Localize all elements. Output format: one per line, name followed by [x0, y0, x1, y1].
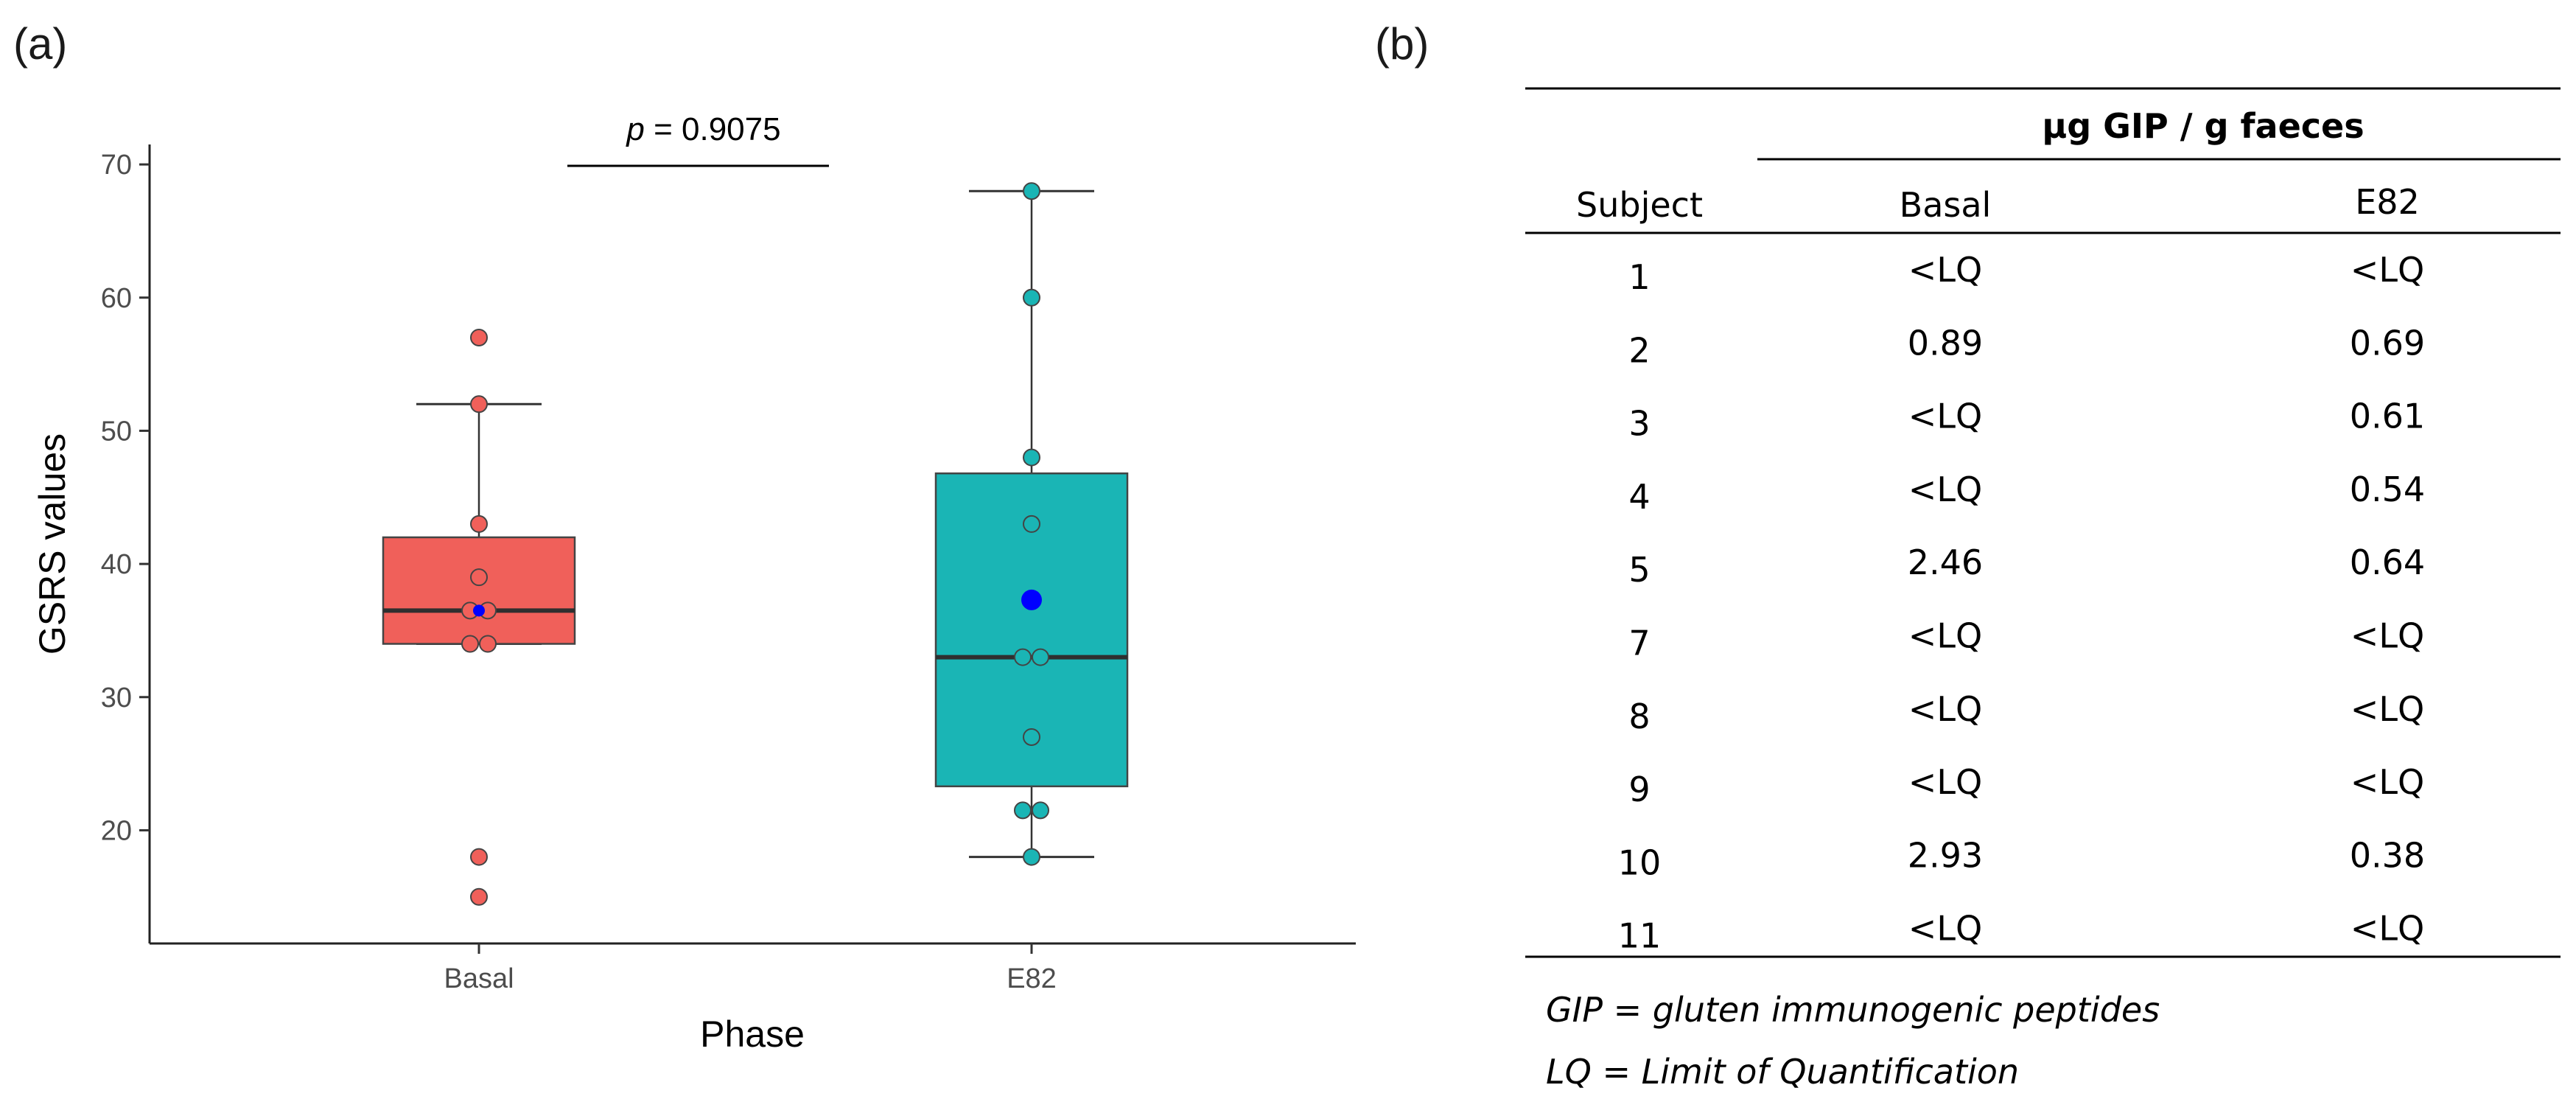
table-cell-basal: <LQ [1908, 470, 1982, 509]
table-cell-e82: 0.69 [2350, 323, 2425, 363]
table-cell-basal: <LQ [1908, 689, 1982, 729]
table-row: 3 <LQ 0.61 [1628, 397, 2425, 444]
table-cell-subject: 11 [1618, 916, 1662, 956]
p-value-annotation: p = 0.9075 [625, 111, 780, 147]
table-cell-e82: 0.61 [2350, 397, 2425, 436]
panel-b-label: (b) [1375, 19, 1429, 69]
table-cell-basal: 2.46 [1908, 542, 1983, 582]
x-axis-title: Phase [700, 1013, 805, 1055]
data-point [1023, 288, 1040, 307]
table-row: 5 2.46 0.64 [1628, 542, 2425, 590]
table-row: 1 <LQ <LQ [1628, 250, 2424, 297]
table-cell-basal: <LQ [1908, 909, 1982, 949]
table-cell-subject: 5 [1628, 550, 1650, 590]
data-points [461, 182, 1049, 906]
data-point [1023, 182, 1040, 200]
table-cell-subject: 9 [1628, 770, 1650, 809]
y-tick-label: 70 [101, 150, 132, 181]
table-cell-basal: <LQ [1908, 762, 1982, 802]
footnote-lq: LQ = Limit of Quantification [1546, 1052, 2019, 1092]
data-point [1023, 448, 1040, 467]
table-row: 2 0.89 0.69 [1628, 323, 2425, 370]
table-group-header: µg GIP / g faeces [2042, 106, 2364, 146]
gip-table: µg GIP / g faeces Subject Basal E82 1 <LQ… [1525, 87, 2561, 1092]
table-row: 11 <LQ <LQ [1618, 909, 2424, 956]
mean-marker [1021, 589, 1042, 610]
x-axis-ticks: Basal E82 [444, 943, 1057, 994]
column-header-basal: Basal [1900, 185, 1992, 225]
table-cell-e82: 0.38 [2350, 835, 2425, 875]
data-point [1014, 648, 1032, 666]
data-point [1032, 801, 1049, 820]
x-tick-label: Basal [444, 963, 514, 994]
y-tick-label: 50 [101, 416, 132, 447]
column-header-subject: Subject [1576, 185, 1703, 225]
p-symbol: p [625, 111, 644, 147]
table-body: 1 <LQ <LQ 2 0.89 0.69 3 <LQ 0.61 4 <LQ 0.54 5 2.46 0.6… [1618, 250, 2425, 956]
box-iqr [382, 536, 576, 645]
table-cell-subject: 2 [1628, 330, 1650, 370]
table-row: 10 2.93 0.38 [1618, 835, 2425, 882]
table-cell-subject: 4 [1628, 477, 1650, 517]
table-cell-subject: 8 [1628, 697, 1650, 736]
table-row: 4 <LQ 0.54 [1628, 470, 2425, 517]
table-cell-basal: 2.93 [1908, 835, 1983, 875]
mean-marker [473, 604, 485, 617]
data-point [1032, 648, 1049, 666]
data-point [1023, 728, 1040, 746]
y-tick-label: 60 [101, 283, 132, 314]
mean-markers [473, 589, 1042, 617]
table-cell-e82: <LQ [2351, 689, 2424, 729]
p-value-text: = 0.9075 [645, 111, 781, 147]
table-cell-basal: <LQ [1908, 397, 1982, 436]
column-header-e82: E82 [2355, 182, 2420, 222]
table-cell-basal: <LQ [1908, 616, 1982, 656]
footnote-gip: GIP = gluten immunogenic peptides [1546, 990, 2160, 1030]
data-point [470, 848, 488, 866]
table-cell-basal: <LQ [1908, 250, 1982, 290]
data-point [470, 887, 488, 906]
y-axis-title: GSRS values [32, 433, 73, 655]
table-cell-e82: <LQ [2351, 762, 2424, 802]
x-tick-label: E82 [1007, 963, 1057, 994]
table-cell-e82: <LQ [2351, 250, 2424, 290]
data-point [1014, 801, 1032, 820]
data-point [470, 328, 488, 346]
table-cell-e82: 0.54 [2350, 470, 2425, 509]
table-cell-subject: 1 [1628, 257, 1650, 297]
table-row: 7 <LQ <LQ [1628, 616, 2424, 663]
table-cell-subject: 3 [1628, 404, 1650, 444]
y-tick-label: 20 [101, 815, 132, 846]
y-tick-label: 40 [101, 549, 132, 580]
table-cell-e82: <LQ [2351, 909, 2424, 949]
data-point [470, 568, 488, 587]
boxes [382, 189, 1129, 859]
table-row: 8 <LQ <LQ [1628, 689, 2424, 736]
y-tick-label: 30 [101, 683, 132, 713]
table-cell-subject: 7 [1628, 624, 1650, 663]
panel-a-label: (a) [13, 19, 67, 69]
data-point [1023, 514, 1040, 533]
table-cell-basal: 0.89 [1908, 323, 1983, 363]
data-point [470, 514, 488, 533]
table-cell-e82: 0.64 [2350, 542, 2425, 582]
data-point [1023, 848, 1040, 866]
table-cell-e82: <LQ [2351, 616, 2424, 656]
data-point [461, 635, 479, 653]
table-row: 9 <LQ <LQ [1628, 762, 2424, 809]
data-point [479, 635, 497, 653]
data-point [470, 395, 488, 414]
table-cell-subject: 10 [1618, 842, 1662, 882]
y-axis-ticks: 20 30 40 50 60 70 [101, 150, 150, 846]
